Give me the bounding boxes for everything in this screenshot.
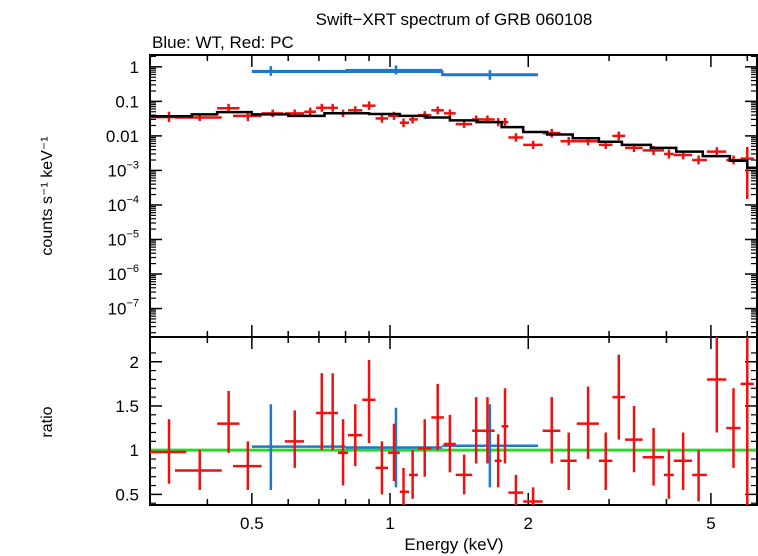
data-point-pc <box>706 337 727 433</box>
data-point-pc <box>494 434 502 488</box>
data-point-pc <box>508 474 524 505</box>
data-point-wt <box>345 65 443 75</box>
data-point-pc <box>612 131 626 141</box>
data-point-pc <box>337 419 349 486</box>
data-point-pc <box>560 136 577 146</box>
data-point-pc <box>598 432 613 490</box>
data-point-pc <box>375 441 389 495</box>
data-point-wt <box>442 404 538 488</box>
y-tick-label: 1.5 <box>115 397 139 416</box>
data-point-pc <box>663 149 674 159</box>
data-point-pc <box>740 146 754 199</box>
data-point-pc <box>217 390 240 453</box>
y-tick-label: 10−6 <box>108 263 139 284</box>
data-point-pc <box>409 450 418 499</box>
data-point-pc <box>327 103 338 112</box>
panel-spectrum: 1 0.1 0.01 10−3 10−4 10−5 10−6 10−7 <box>106 54 758 338</box>
y-tick-label: 10−5 <box>108 228 139 249</box>
data-point-pc <box>692 450 707 502</box>
y-tick-label: 0.1 <box>115 92 139 111</box>
chart-title: Swift−XRT spectrum of GRB 060108 <box>316 10 593 29</box>
data-point-pc <box>174 450 222 490</box>
data-point-pc <box>542 397 561 464</box>
data-point-pc <box>642 428 664 486</box>
y-tick-label: 2 <box>130 353 139 372</box>
data-point-pc <box>740 337 754 505</box>
data-point-pc <box>663 450 674 499</box>
data-point-pc <box>304 107 317 116</box>
model-line-pc <box>150 110 757 169</box>
panel-ratio: 0.5 1 2 5 0.5 1 1.5 2 <box>115 336 758 533</box>
data-point-pc <box>508 133 524 142</box>
x-tick-label: 2 <box>524 514 533 533</box>
series-pc <box>150 101 754 199</box>
data-point-pc <box>501 388 509 464</box>
data-point-pc <box>348 404 363 467</box>
data-point-pc <box>362 101 376 111</box>
data-point-pc <box>327 373 338 451</box>
panel-frame <box>149 54 758 338</box>
data-point-pc <box>233 441 262 490</box>
data-point-pc <box>560 432 577 490</box>
data-point-pc <box>284 410 305 468</box>
panel-frame <box>149 336 758 506</box>
data-point-pc <box>443 109 456 118</box>
y-tick-label: 0.01 <box>106 127 139 146</box>
y-tick-label: 0.5 <box>115 485 139 504</box>
y-tick-label: 10−3 <box>108 159 139 180</box>
y-tick-label: 10−7 <box>108 298 139 319</box>
x-axis-label: Energy (keV) <box>404 535 503 554</box>
data-point-pc <box>316 103 328 112</box>
x-tick-label: 5 <box>706 514 715 533</box>
y-tick-label: 10−4 <box>108 194 139 215</box>
data-point-wt <box>251 404 346 490</box>
data-point-pc <box>706 147 727 157</box>
data-point-pc <box>431 383 444 451</box>
data-point-pc <box>479 397 495 464</box>
data-point-pc <box>417 419 432 477</box>
data-point-pc <box>612 354 626 440</box>
data-point-pc <box>399 118 410 128</box>
data-point-pc <box>150 419 187 484</box>
data-point-pc <box>692 155 707 165</box>
y-tick-label: 1 <box>130 441 139 460</box>
data-point-pc <box>455 454 473 495</box>
data-point-pc <box>316 373 328 451</box>
bottom-panel-ylabel: ratio <box>39 406 56 437</box>
data-point-pc <box>673 432 693 490</box>
chart-subtitle: Blue: WT, Red: PC <box>152 33 294 52</box>
data-point-pc <box>399 467 410 505</box>
plot-layer: 1 0.1 0.01 10−3 10−4 10−5 10−6 10−7 0.5 1 2 5 0.5 1 1.… <box>106 54 758 533</box>
top-panel-ylabel: counts s⁻¹ keV⁻¹ <box>39 136 56 255</box>
data-point-pc <box>523 140 543 149</box>
data-point-pc <box>726 388 741 468</box>
data-point-pc <box>472 397 480 464</box>
series-pc <box>150 337 754 505</box>
data-point-pc <box>523 487 543 505</box>
data-point-pc <box>375 114 389 123</box>
x-tick-label: 0.5 <box>240 514 264 533</box>
y-tick-label: 1 <box>130 58 139 77</box>
data-point-pc <box>388 423 400 482</box>
data-point-pc <box>443 414 456 473</box>
data-point-pc <box>431 106 444 115</box>
model-line-wt <box>251 70 538 77</box>
x-tick-label: 1 <box>385 514 394 533</box>
data-point-pc <box>576 386 599 460</box>
data-point-pc <box>625 405 643 473</box>
data-point-pc <box>362 359 376 444</box>
